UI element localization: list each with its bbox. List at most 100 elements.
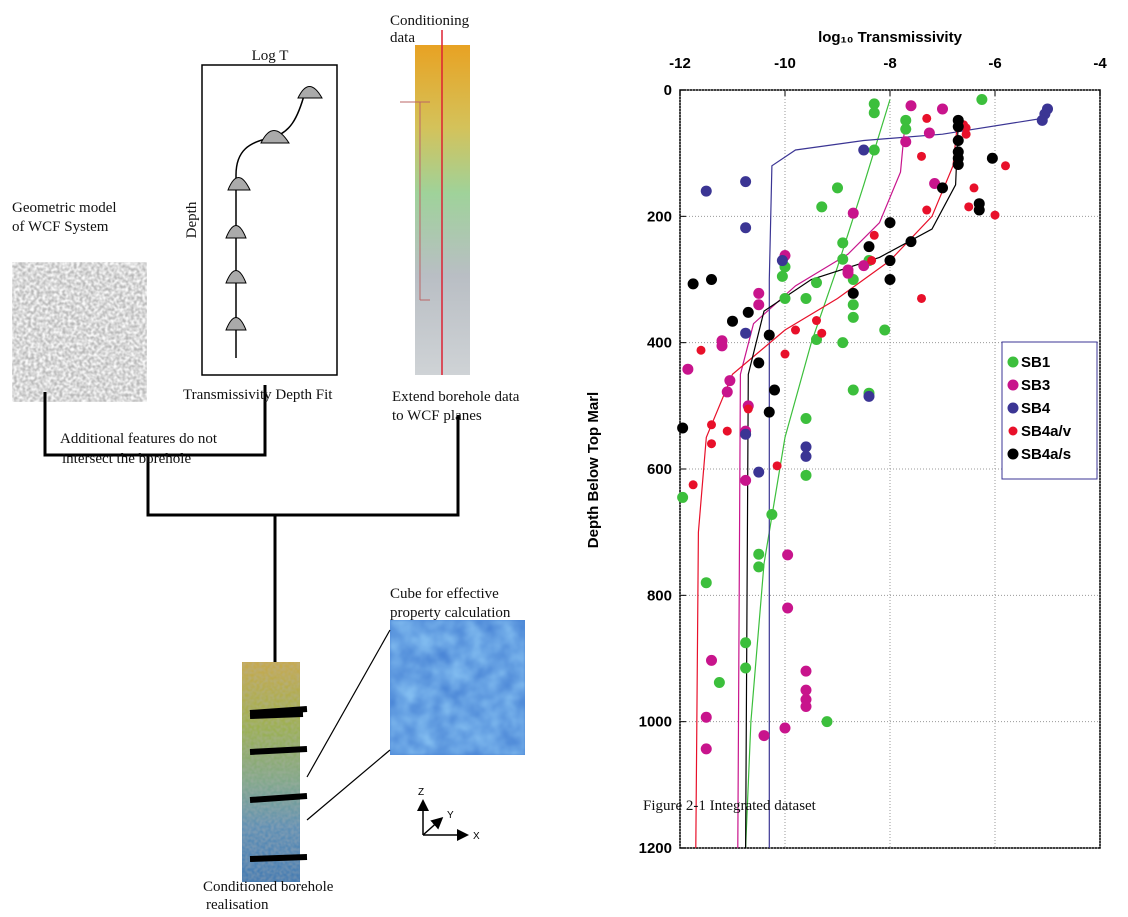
- point: [964, 202, 974, 212]
- y-tick-label: 1200: [639, 840, 672, 857]
- label: Log T: [252, 48, 289, 64]
- label: Conditioning: [390, 13, 470, 29]
- y-tick-label: 400: [647, 335, 672, 352]
- point: [740, 637, 752, 649]
- point: [753, 287, 765, 299]
- point: [782, 602, 794, 614]
- point: [905, 236, 917, 248]
- y-tick-label: 0: [664, 82, 672, 99]
- point: [842, 267, 854, 279]
- point: [863, 390, 875, 402]
- point: [847, 311, 859, 323]
- interval-bracket: [400, 101, 430, 301]
- point: [763, 329, 775, 341]
- label: of WCF System: [12, 219, 109, 235]
- point: [800, 292, 812, 304]
- y-tick-label: 1000: [639, 714, 672, 731]
- figure-caption: Figure 2-1 Integrated dataset: [643, 798, 817, 814]
- label: Cube for effective: [390, 586, 499, 602]
- point: [688, 480, 698, 490]
- point: [707, 420, 716, 430]
- point: [969, 183, 979, 193]
- point: [707, 439, 716, 449]
- label: to WCF planes: [392, 408, 482, 424]
- point: [973, 204, 985, 216]
- point: [740, 176, 752, 188]
- point: [696, 345, 706, 355]
- y-tick-label: 200: [647, 208, 672, 225]
- connector-tree: [43, 385, 460, 665]
- point: [800, 469, 812, 481]
- point: [687, 278, 699, 290]
- legend-label: SB4a/s: [1021, 446, 1071, 463]
- label: Depth: [184, 201, 200, 238]
- x-tick-label: -4: [1093, 55, 1107, 72]
- point: [863, 241, 875, 253]
- point: [986, 152, 998, 164]
- point: [937, 182, 948, 194]
- legend-marker: [1008, 426, 1018, 436]
- point: [961, 129, 971, 139]
- point: [800, 701, 812, 713]
- chart: log₁₀ Transmissivity Depth Below Top Mar…: [585, 29, 1107, 857]
- x-tick-label: -6: [988, 55, 1001, 72]
- point: [700, 185, 712, 197]
- x-tick-label: -8: [883, 55, 896, 72]
- borehole-texture: [242, 662, 300, 882]
- point: [858, 144, 870, 156]
- axis-label: Z: [418, 787, 424, 798]
- legend-label: SB1: [1021, 354, 1050, 371]
- legend-label: SB4: [1021, 400, 1051, 417]
- point: [816, 201, 828, 213]
- axis-glyph: [417, 799, 469, 841]
- point: [952, 159, 964, 171]
- point: [753, 466, 765, 478]
- y-axis-label: Depth Below Top Marl: [585, 392, 602, 548]
- fit-line: [745, 99, 891, 849]
- point: [937, 103, 948, 115]
- point: [868, 144, 880, 156]
- point: [706, 654, 717, 666]
- label: intersect the borehole: [62, 451, 191, 467]
- point: [961, 123, 971, 133]
- point: [922, 205, 932, 215]
- label: Transmissivity Depth Fit: [183, 387, 333, 403]
- point: [952, 135, 964, 147]
- point: [1001, 161, 1010, 171]
- point: [976, 93, 988, 105]
- point: [700, 577, 712, 589]
- point: [923, 127, 935, 139]
- point: [847, 384, 859, 396]
- point: [800, 665, 812, 677]
- point: [869, 230, 879, 240]
- point: [776, 255, 788, 267]
- zoom-line: [306, 749, 391, 821]
- point: [740, 662, 752, 674]
- distribution-glyphs: [225, 86, 323, 331]
- point: [922, 113, 932, 123]
- fit-panel: [201, 64, 338, 376]
- point: [821, 716, 833, 728]
- fit-line: [695, 115, 959, 849]
- y-tick-label: 800: [647, 587, 672, 604]
- point: [879, 324, 891, 336]
- fracture-bands: [249, 706, 308, 862]
- label: Conditioned borehole: [203, 879, 334, 895]
- point: [782, 549, 794, 561]
- point: [847, 299, 859, 311]
- point: [700, 711, 712, 723]
- point: [724, 375, 736, 387]
- x-tick-label: -12: [669, 55, 691, 72]
- point: [867, 256, 877, 266]
- cube-texture: [390, 620, 525, 755]
- point: [766, 508, 778, 520]
- point: [800, 684, 812, 696]
- point: [758, 730, 770, 742]
- point: [917, 293, 926, 303]
- legend-marker: [1007, 448, 1019, 460]
- point: [900, 114, 912, 126]
- point: [740, 474, 752, 486]
- zoom-line: [306, 629, 391, 778]
- point: [742, 306, 754, 318]
- point: [837, 237, 849, 249]
